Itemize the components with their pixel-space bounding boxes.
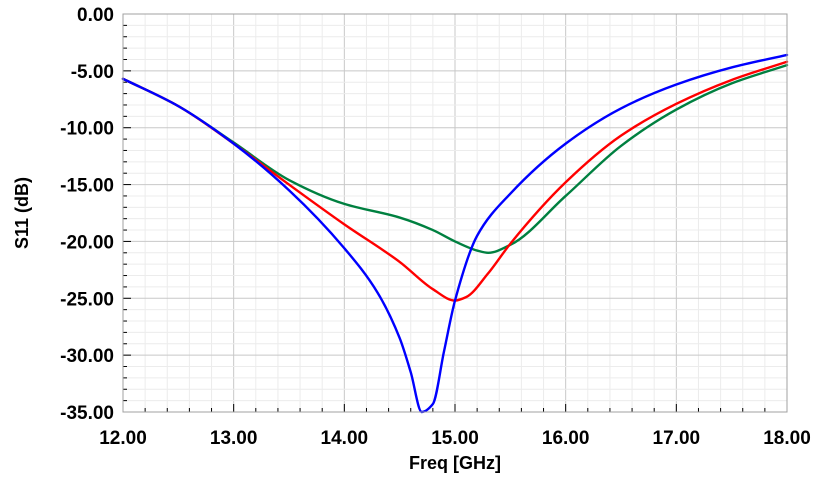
x-tick-label: 16.00	[542, 428, 590, 449]
series-green-line	[121, 63, 789, 254]
x-tick-label: 13.00	[210, 428, 258, 449]
x-tick-labels: 12.00 13.00 14.00 15.00 16.00 17.00 18.00	[99, 428, 811, 449]
x-tick-label: 15.00	[431, 428, 479, 449]
y-tick-label: 0.00	[77, 5, 114, 26]
y-tick-label: -10.00	[60, 119, 114, 140]
x-axis-label: Freq [GHz]	[409, 453, 501, 473]
y-axis-label: S11 (dB)	[12, 177, 32, 249]
grid	[122, 13, 788, 413]
y-tick-label: -15.00	[60, 176, 114, 197]
x-tick-label: 17.00	[653, 428, 701, 449]
y-tick-label: -35.00	[60, 403, 114, 424]
y-tick-label: -30.00	[60, 346, 114, 367]
series-layer	[121, 53, 789, 414]
y-tick-label: -20.00	[60, 232, 114, 253]
x-tick-label: 14.00	[321, 428, 369, 449]
y-tick-label: -5.00	[71, 62, 114, 83]
plot-frame	[122, 13, 788, 413]
y-tick-label: -25.00	[60, 289, 114, 310]
series-blue-line	[121, 53, 789, 414]
x-tick-label: 18.00	[763, 428, 811, 449]
y-tick-labels: 0.00 -5.00 -10.00 -15.00 -20.00 -25.00 -30.00 -…	[60, 5, 114, 424]
tick-marks	[122, 13, 788, 413]
x-tick-label: 12.00	[99, 428, 147, 449]
